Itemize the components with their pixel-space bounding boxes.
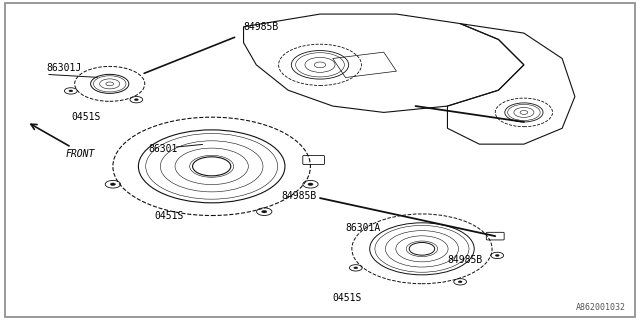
Circle shape <box>495 254 499 256</box>
Circle shape <box>134 99 138 100</box>
Text: 0451S: 0451S <box>154 211 184 220</box>
Text: 84985B: 84985B <box>244 21 279 32</box>
Text: 86301A: 86301A <box>346 223 381 233</box>
Text: FRONT: FRONT <box>65 149 95 159</box>
Text: 84985B: 84985B <box>282 191 317 202</box>
Text: A862001032: A862001032 <box>576 303 626 312</box>
Text: 0451S: 0451S <box>333 293 362 303</box>
Circle shape <box>262 211 267 213</box>
Circle shape <box>354 267 358 269</box>
Circle shape <box>308 183 313 186</box>
Circle shape <box>110 183 115 186</box>
Circle shape <box>458 281 462 283</box>
Text: 84985B: 84985B <box>447 255 483 265</box>
Text: 86301J: 86301J <box>46 63 81 73</box>
Text: 86301: 86301 <box>148 144 177 154</box>
Circle shape <box>69 90 73 92</box>
Text: 0451S: 0451S <box>72 112 101 122</box>
